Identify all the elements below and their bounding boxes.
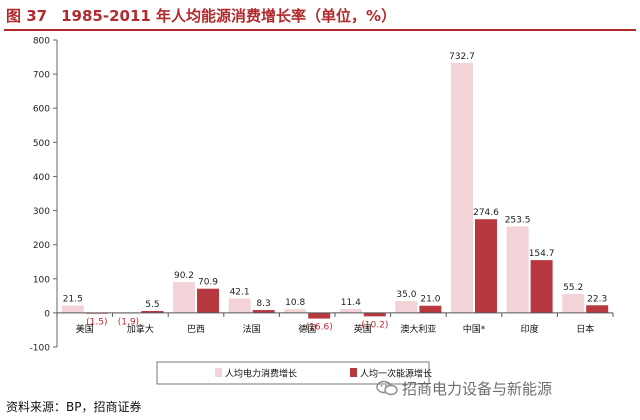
y-tick-label: -100 bbox=[30, 344, 51, 354]
data-label: (1.5) bbox=[86, 317, 107, 327]
data-label: (10.2) bbox=[361, 320, 388, 330]
y-tick-label: 300 bbox=[33, 207, 50, 217]
data-label: 70.9 bbox=[198, 278, 218, 288]
legend-swatch bbox=[215, 368, 222, 377]
data-label: 35.0 bbox=[396, 290, 416, 300]
bar-electricity bbox=[173, 282, 195, 313]
bar-energy bbox=[308, 312, 331, 319]
bar-electricity bbox=[339, 309, 362, 313]
figure-number: 图 37 bbox=[6, 7, 48, 25]
bar-energy bbox=[252, 310, 275, 313]
bar-electricity bbox=[562, 294, 585, 313]
bar-energy bbox=[419, 305, 442, 313]
data-label: 10.8 bbox=[285, 298, 305, 308]
bar-energy bbox=[530, 260, 553, 313]
category-label: 日本 bbox=[576, 323, 594, 335]
y-tick-label: 100 bbox=[33, 275, 50, 285]
data-label: (1.9) bbox=[118, 318, 139, 328]
category-label: 印度 bbox=[521, 323, 539, 335]
bar-electricity bbox=[228, 298, 251, 313]
data-label: 253.5 bbox=[505, 215, 531, 225]
category-label: 美国 bbox=[76, 323, 94, 335]
data-label: 732.7 bbox=[449, 52, 475, 62]
category-label: 德国 bbox=[298, 323, 316, 335]
figure-title-text: 1985-2011 年人均能源消费增长率（单位，%） bbox=[61, 7, 397, 25]
data-label: 55.2 bbox=[563, 283, 583, 293]
bar-electricity bbox=[284, 309, 307, 313]
y-tick-label: 700 bbox=[33, 71, 50, 81]
data-label: 5.5 bbox=[145, 300, 159, 310]
category-label: 巴西 bbox=[187, 324, 205, 335]
bar-electricity bbox=[451, 62, 473, 313]
data-label: 90.2 bbox=[174, 271, 194, 281]
watermark: 招商电力设备与新能源 bbox=[376, 378, 552, 399]
category-label: 英国 bbox=[354, 323, 372, 335]
data-label: 21.5 bbox=[63, 295, 83, 305]
data-label: 22.3 bbox=[587, 294, 607, 304]
category-label: 中国* bbox=[463, 323, 486, 335]
bar-electricity bbox=[506, 226, 529, 313]
data-label: 154.7 bbox=[529, 249, 555, 259]
figure-title: 图 37 1985-2011 年人均能源消费增长率（单位，%） bbox=[6, 4, 634, 28]
y-tick-label: 500 bbox=[33, 139, 50, 149]
category-label: 加拿大 bbox=[127, 323, 154, 335]
legend-label: 人均电力消费增长 bbox=[225, 368, 297, 380]
data-label: 8.3 bbox=[256, 299, 270, 309]
y-tick-label: 800 bbox=[33, 37, 50, 47]
title-rule bbox=[4, 29, 636, 31]
data-label: 11.4 bbox=[341, 298, 361, 308]
y-tick-label: 400 bbox=[33, 173, 50, 183]
y-tick-label: 600 bbox=[33, 105, 50, 115]
bar-energy bbox=[363, 312, 386, 317]
category-label: 法国 bbox=[243, 323, 261, 335]
bar-energy bbox=[586, 305, 609, 313]
bar-energy bbox=[475, 219, 497, 313]
y-tick-label: 0 bbox=[44, 309, 50, 319]
data-label: 21.0 bbox=[420, 295, 440, 305]
data-label: 42.1 bbox=[230, 288, 250, 298]
bar-electricity bbox=[395, 300, 418, 313]
watermark-text: 招商电力设备与新能源 bbox=[402, 380, 553, 398]
data-label: 274.6 bbox=[473, 208, 499, 218]
bar-electricity bbox=[61, 305, 84, 313]
legend-swatch bbox=[350, 368, 357, 377]
legend-label: 人均一次能源增长 bbox=[360, 368, 432, 380]
source-note: 资料来源：BP，招商证券 bbox=[6, 400, 142, 414]
bar-energy bbox=[141, 311, 164, 313]
data-label: (16.6) bbox=[306, 323, 333, 333]
category-label: 澳大利亚 bbox=[400, 323, 436, 335]
wechat-icon bbox=[376, 380, 398, 396]
y-tick-label: 200 bbox=[33, 241, 50, 251]
legend-box bbox=[156, 361, 430, 385]
bar-energy bbox=[197, 288, 219, 313]
